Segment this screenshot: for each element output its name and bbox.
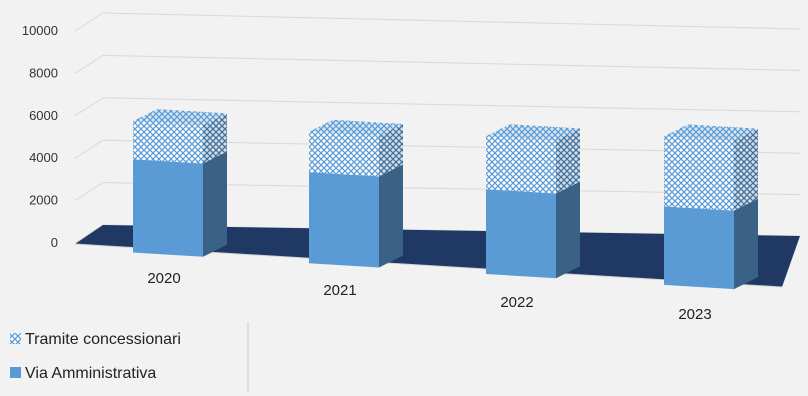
bar-segment-side: [734, 198, 758, 290]
gridline: [102, 97, 801, 113]
bar-segment: [133, 159, 203, 257]
gridline-edge: [74, 97, 104, 117]
bar-segment: [486, 189, 556, 279]
y-axis-tick-labels: 0 2000 4000 6000 8000 10000: [22, 23, 58, 250]
gridline-edge: [74, 12, 104, 32]
bar-segment-side: [734, 128, 758, 211]
y-tick-label: 10000: [22, 23, 58, 38]
bar-segment: [664, 136, 734, 211]
bars: [133, 109, 758, 290]
gridline-edge: [74, 139, 104, 159]
bar-segment: [664, 206, 734, 290]
bar-segment-side: [556, 128, 580, 194]
bar-top: [664, 124, 758, 141]
bar-segment-side: [379, 164, 403, 268]
x-category-label: 2022: [500, 294, 533, 311]
legend-swatch: [10, 333, 21, 344]
x-category-label: 2020: [147, 270, 180, 287]
y-tick-label: 2000: [29, 193, 58, 208]
bar-top: [133, 109, 227, 126]
bar-segment-side: [556, 181, 580, 279]
x-axis-category-labels: 2020 2021 2022 2023: [147, 270, 711, 323]
y-tick-label: 4000: [29, 150, 58, 165]
bar-segment-side: [203, 113, 227, 164]
y-tick-label: 8000: [29, 65, 58, 80]
floor-plane: [75, 225, 800, 287]
gridline: [102, 54, 801, 71]
bar-top: [309, 119, 403, 137]
bar-segment: [133, 121, 203, 164]
y-tick-label: 0: [51, 235, 58, 250]
legend-label: Via Amministrativa: [25, 365, 156, 382]
legend-swatch: [10, 367, 21, 378]
gridline-edge: [74, 182, 104, 202]
bar-top: [486, 124, 580, 141]
gridline: [102, 12, 801, 30]
bar-segment-side: [379, 124, 403, 177]
x-category-label: 2021: [323, 282, 356, 299]
legend: Tramite concessionari Via Amministrativa: [10, 322, 249, 391]
gridline-edge: [74, 224, 104, 244]
bar-segment: [486, 136, 556, 194]
legend-label: Tramite concessionari: [25, 331, 181, 348]
x-category-label: 2023: [678, 306, 711, 323]
bar-segment: [309, 172, 379, 268]
bar-segment-side: [203, 151, 227, 257]
gridline-edge: [74, 54, 104, 74]
bar-segment: [309, 131, 379, 177]
y-tick-label: 6000: [29, 108, 58, 123]
